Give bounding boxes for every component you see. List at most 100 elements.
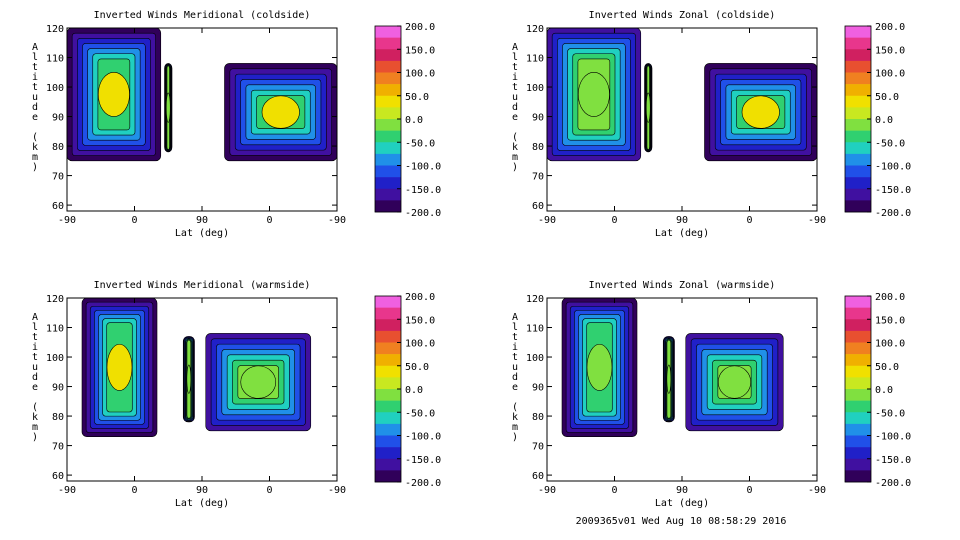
y-tick-label: 80 [52,142,64,153]
color-bar-label: -200.0 [875,478,911,489]
chart-panel-2: Inverted Winds Zonal (coldside) 60 70 80 90 1… [512,10,911,239]
contour-core [577,71,610,117]
color-bar-swatch [375,365,401,378]
y-tick-label: 120 [526,24,544,35]
color-bar-swatch [845,377,871,390]
color-bar-swatch [845,435,871,448]
x-tick-label: 0 [266,215,272,226]
y-tick-label: 60 [52,201,64,212]
y-tick-label: 90 [52,383,64,394]
color-bar-swatch [375,296,401,308]
color-bar-swatch [375,354,401,367]
chart-title: Inverted Winds Zonal (coldside) [589,10,776,21]
color-bar-swatch [845,95,871,108]
color-bar-swatch [845,177,871,190]
color-bar-label: -100.0 [405,162,441,173]
color-bar-label: 50.0 [875,362,899,373]
y-tick-label: 90 [532,383,544,394]
color-bar-swatch [375,470,401,483]
y-tick-label: 70 [532,442,544,453]
data-region-1 [66,27,162,162]
contour-core [186,364,192,394]
color-bar-swatch [845,342,871,355]
color-bar-swatch [845,200,871,213]
y-tick-label: 90 [52,113,64,124]
color-bar-swatch [375,153,401,166]
y-tick-label: 120 [46,24,64,35]
x-tick-label: -90 [808,485,826,496]
contour-core [106,343,133,391]
y-tick-label: 70 [532,172,544,183]
contour-core [97,71,130,117]
y-tick-label: 120 [526,294,544,305]
data-region-1 [546,27,642,162]
data-region-2 [164,63,173,153]
color-bar-swatch [375,60,401,73]
x-axis-label: Lat (deg) [175,498,229,509]
color-bar-label: -100.0 [405,432,441,443]
color-bar-swatch [375,142,401,155]
color-bar-label: -200.0 [405,478,441,489]
color-bar-swatch [845,37,871,50]
data-region-3 [685,333,784,432]
color-bar-swatch [845,389,871,401]
color-bar: 200.0 150.0 100.0 50.0 0.0 -50.0 -100.0 -150.0 -… [374,292,441,489]
x-tick-label: -90 [58,485,76,496]
color-bar-swatch [845,49,871,62]
x-tick-label: -90 [538,215,556,226]
y-tick-label: 70 [52,172,64,183]
y-tick-label: 100 [46,353,64,364]
data-region-3 [224,63,338,162]
color-bar-label: 100.0 [875,69,905,80]
color-bar-swatch [845,119,871,131]
x-tick-label: -90 [328,215,346,226]
color-bar-swatch [845,142,871,155]
contour-core [741,95,780,129]
x-tick-label: -90 [808,215,826,226]
color-bar-label: 200.0 [875,292,905,303]
y-tick-label: 120 [46,294,64,305]
color-bar-swatch [845,400,871,413]
x-tick-label: -90 [328,485,346,496]
x-tick-label: 0 [131,215,137,226]
color-bar-swatch [375,435,401,448]
color-bar-label: 50.0 [405,362,429,373]
y-tick-label: 60 [532,471,544,482]
color-bar-swatch [375,377,401,390]
color-bar-swatch [375,177,401,190]
color-bar-swatch [375,119,401,131]
data-region-2 [182,336,195,423]
color-bar-label: 200.0 [405,22,435,33]
x-tick-label: 0 [266,485,272,496]
color-bar-swatch [375,200,401,213]
y-tick-label: 80 [532,412,544,423]
color-bar-label: 0.0 [875,115,893,126]
color-bar-label: 100.0 [875,339,905,350]
color-bar-swatch [375,130,401,143]
color-bar-swatch [845,307,871,320]
color-bar: 200.0 150.0 100.0 50.0 0.0 -50.0 -100.0 -150.0 -… [844,22,911,219]
color-bar-swatch [375,107,401,120]
color-bar-label: 0.0 [875,385,893,396]
color-bar-swatch [375,342,401,355]
color-bar-swatch [375,95,401,108]
color-bar-swatch [845,165,871,178]
color-bar-swatch [375,447,401,460]
color-bar-swatch [375,72,401,85]
color-bar-label: -50.0 [875,408,905,419]
color-bar-label: -150.0 [405,455,441,466]
data-region-2 [662,336,675,423]
color-bar-swatch [375,165,401,178]
y-tick-label: 100 [526,353,544,364]
contour-core [645,92,651,123]
color-bar-label: 100.0 [405,69,435,80]
x-tick-label: -90 [58,215,76,226]
color-bar-label: 100.0 [405,339,435,350]
x-tick-label: 0 [611,485,617,496]
color-bar-swatch [375,49,401,62]
color-bar-swatch [845,296,871,308]
y-tick-label: 100 [526,83,544,94]
color-bar: 200.0 150.0 100.0 50.0 0.0 -50.0 -100.0 -150.0 -… [844,292,911,489]
